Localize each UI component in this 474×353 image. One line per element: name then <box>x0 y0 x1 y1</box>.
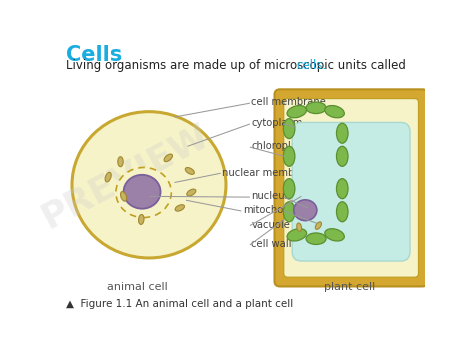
Ellipse shape <box>138 215 144 225</box>
Ellipse shape <box>120 192 127 201</box>
Ellipse shape <box>337 179 348 199</box>
Ellipse shape <box>164 154 173 162</box>
Text: cell membrane: cell membrane <box>251 97 326 107</box>
Text: mitochondria: mitochondria <box>243 205 309 215</box>
Text: animal cell: animal cell <box>107 282 168 292</box>
Text: PREVIEW: PREVIEW <box>36 119 216 235</box>
Ellipse shape <box>105 172 111 182</box>
FancyBboxPatch shape <box>292 122 410 261</box>
Ellipse shape <box>283 179 295 199</box>
Ellipse shape <box>283 202 295 222</box>
Text: Cells: Cells <box>66 45 122 65</box>
Ellipse shape <box>306 233 326 245</box>
Ellipse shape <box>315 222 321 229</box>
FancyBboxPatch shape <box>274 89 428 286</box>
Ellipse shape <box>294 200 317 221</box>
Ellipse shape <box>306 102 326 114</box>
Ellipse shape <box>124 175 161 209</box>
Text: chloroplast: chloroplast <box>251 141 306 151</box>
Ellipse shape <box>337 146 348 166</box>
Text: cells.: cells. <box>297 59 327 72</box>
Ellipse shape <box>325 106 344 118</box>
Ellipse shape <box>283 119 295 139</box>
FancyBboxPatch shape <box>284 98 419 277</box>
Ellipse shape <box>297 223 301 231</box>
Ellipse shape <box>283 146 295 166</box>
Text: nucleus: nucleus <box>251 191 290 201</box>
Text: vacuole: vacuole <box>251 220 290 230</box>
Ellipse shape <box>185 168 194 174</box>
Ellipse shape <box>325 229 344 241</box>
Ellipse shape <box>337 202 348 222</box>
Text: ▲  Figure 1.1 An animal cell and a plant cell: ▲ Figure 1.1 An animal cell and a plant … <box>66 299 293 309</box>
Text: plant cell: plant cell <box>324 282 375 292</box>
Ellipse shape <box>116 167 171 217</box>
Ellipse shape <box>72 112 226 258</box>
Text: nuclear membrane: nuclear membrane <box>222 168 317 178</box>
Ellipse shape <box>337 123 348 143</box>
Ellipse shape <box>187 189 196 196</box>
Text: Living organisms are made up of microscopic units called: Living organisms are made up of microsco… <box>66 59 410 72</box>
Ellipse shape <box>287 106 307 118</box>
Ellipse shape <box>118 157 123 167</box>
Text: cell wall: cell wall <box>251 239 292 249</box>
Ellipse shape <box>287 229 307 241</box>
Ellipse shape <box>175 205 184 211</box>
Text: cytoplasm: cytoplasm <box>251 118 303 128</box>
